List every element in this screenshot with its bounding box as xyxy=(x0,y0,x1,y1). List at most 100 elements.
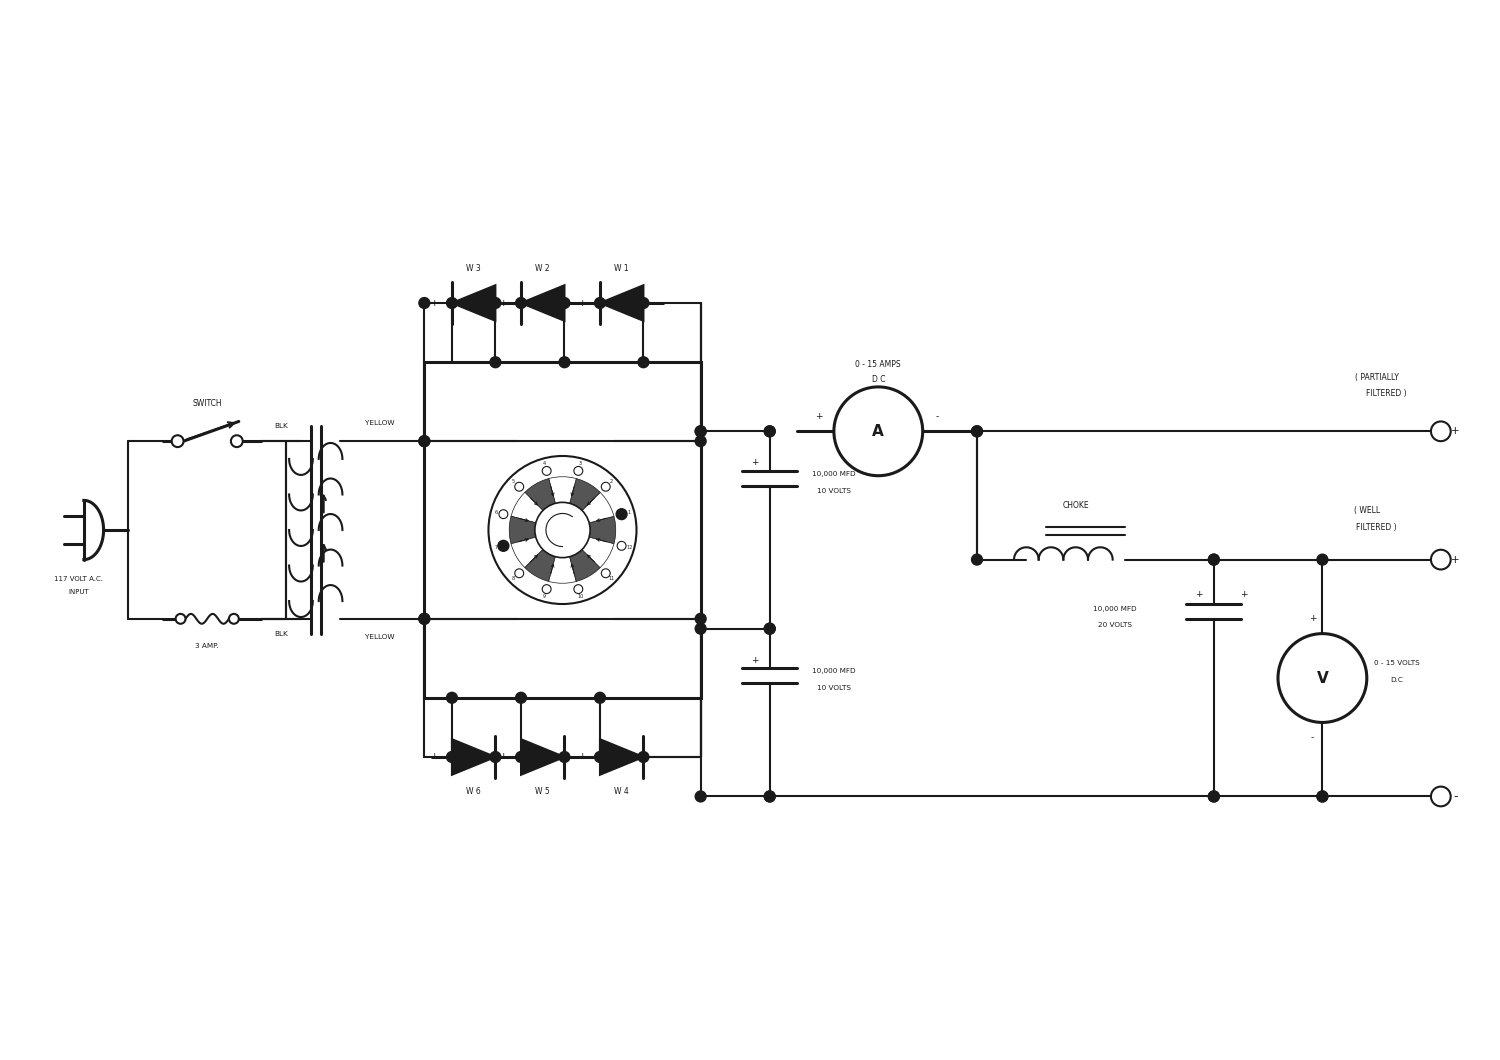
Circle shape xyxy=(560,298,570,308)
Bar xyxy=(424,363,700,697)
Circle shape xyxy=(516,752,526,762)
Circle shape xyxy=(1431,787,1450,807)
Text: FILTERED ): FILTERED ) xyxy=(1356,523,1396,531)
Text: 11: 11 xyxy=(608,577,615,581)
Text: 4: 4 xyxy=(543,461,546,465)
Circle shape xyxy=(447,298,458,308)
Circle shape xyxy=(834,387,922,476)
Text: W 6: W 6 xyxy=(466,787,482,796)
Text: 2: 2 xyxy=(610,479,614,483)
Circle shape xyxy=(447,752,458,762)
Circle shape xyxy=(765,623,776,634)
Circle shape xyxy=(419,436,430,446)
Polygon shape xyxy=(582,492,614,523)
Circle shape xyxy=(419,436,430,446)
Circle shape xyxy=(694,436,706,446)
Polygon shape xyxy=(452,285,495,321)
Text: CHOKE: CHOKE xyxy=(1062,500,1089,510)
Polygon shape xyxy=(570,478,600,511)
Circle shape xyxy=(594,298,606,308)
Text: -: - xyxy=(1454,790,1458,803)
Text: 9: 9 xyxy=(543,595,546,599)
Circle shape xyxy=(694,791,706,802)
Circle shape xyxy=(694,426,706,437)
Circle shape xyxy=(498,541,508,551)
Circle shape xyxy=(490,298,501,308)
Polygon shape xyxy=(600,739,644,775)
Circle shape xyxy=(765,426,776,437)
Circle shape xyxy=(602,569,610,578)
Polygon shape xyxy=(525,549,555,582)
Text: W 5: W 5 xyxy=(536,787,550,796)
Circle shape xyxy=(972,554,982,565)
Circle shape xyxy=(516,692,526,703)
Circle shape xyxy=(500,510,508,518)
Circle shape xyxy=(419,298,430,308)
Text: YELLOW: YELLOW xyxy=(364,634,394,639)
Polygon shape xyxy=(512,492,543,523)
Text: +: + xyxy=(579,299,586,307)
Text: A: A xyxy=(873,424,883,439)
Circle shape xyxy=(1278,634,1366,723)
Circle shape xyxy=(1317,554,1328,565)
Text: W 4: W 4 xyxy=(615,787,628,796)
Polygon shape xyxy=(525,478,555,511)
Polygon shape xyxy=(520,285,564,321)
Circle shape xyxy=(1209,791,1219,802)
Circle shape xyxy=(514,482,523,491)
Text: W 2: W 2 xyxy=(536,264,550,273)
Text: D.C: D.C xyxy=(1390,677,1402,683)
Circle shape xyxy=(616,542,626,550)
Text: 20 VOLTS: 20 VOLTS xyxy=(1098,622,1132,628)
Text: 0 - 15 AMPS: 0 - 15 AMPS xyxy=(855,359,901,369)
Text: +: + xyxy=(430,753,438,761)
Circle shape xyxy=(972,426,982,437)
Circle shape xyxy=(602,482,610,491)
Polygon shape xyxy=(582,537,614,568)
Circle shape xyxy=(560,752,570,762)
Circle shape xyxy=(542,466,550,475)
Text: 12: 12 xyxy=(626,546,633,550)
Text: +: + xyxy=(1310,615,1317,623)
Circle shape xyxy=(1317,791,1328,802)
Text: 10,000 MFD: 10,000 MFD xyxy=(1094,606,1137,612)
Circle shape xyxy=(574,466,584,475)
Text: W 3: W 3 xyxy=(466,264,482,273)
Text: -: - xyxy=(660,753,663,761)
Circle shape xyxy=(536,502,590,558)
Text: 10: 10 xyxy=(578,595,584,599)
Circle shape xyxy=(176,614,186,623)
Circle shape xyxy=(638,752,650,762)
Circle shape xyxy=(490,752,501,762)
Text: +: + xyxy=(1196,589,1203,599)
Circle shape xyxy=(594,692,606,703)
Text: ( WELL: ( WELL xyxy=(1353,506,1380,515)
Text: -: - xyxy=(580,753,584,761)
Circle shape xyxy=(765,623,776,634)
Text: +: + xyxy=(1239,589,1246,599)
Circle shape xyxy=(694,614,706,624)
Circle shape xyxy=(765,426,776,437)
Circle shape xyxy=(594,752,606,762)
Circle shape xyxy=(1209,554,1219,565)
Polygon shape xyxy=(510,516,536,544)
Text: D C: D C xyxy=(871,375,885,385)
Text: -: - xyxy=(580,299,584,307)
Text: 6: 6 xyxy=(494,510,498,514)
Circle shape xyxy=(765,791,776,802)
Circle shape xyxy=(765,791,776,802)
Text: 117 VOLT A.C.: 117 VOLT A.C. xyxy=(54,577,104,582)
Text: INPUT: INPUT xyxy=(69,589,90,595)
Text: 10,000 MFD: 10,000 MFD xyxy=(812,668,855,674)
Circle shape xyxy=(1209,554,1219,565)
Text: 3: 3 xyxy=(579,461,582,465)
Text: -: - xyxy=(660,299,663,307)
Text: BLK: BLK xyxy=(274,423,288,429)
Circle shape xyxy=(694,623,706,634)
Circle shape xyxy=(638,298,650,308)
Text: YELLOW: YELLOW xyxy=(364,421,394,426)
Circle shape xyxy=(1209,791,1219,802)
Text: W 1: W 1 xyxy=(615,264,628,273)
Text: +: + xyxy=(430,299,438,307)
Circle shape xyxy=(516,298,526,308)
